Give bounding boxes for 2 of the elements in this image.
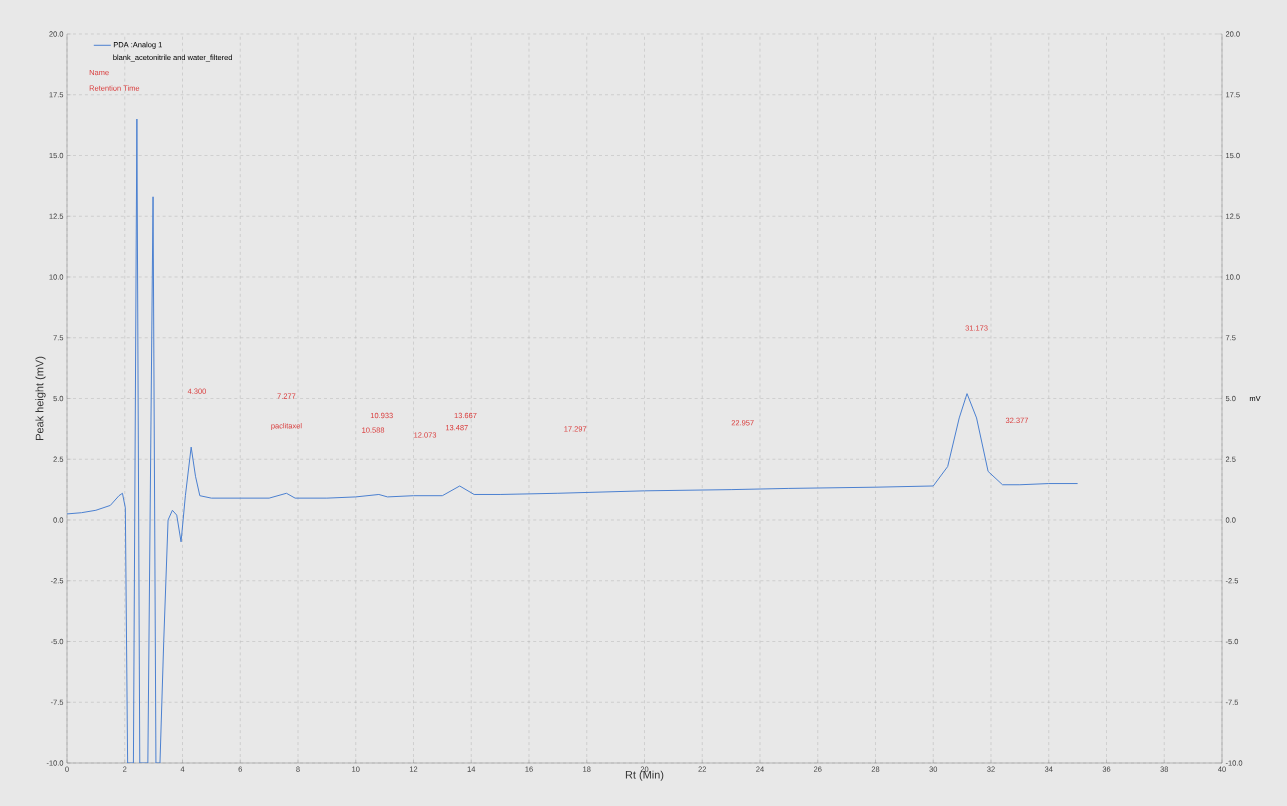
y-axis-title: Peak height (mV) xyxy=(35,356,46,440)
x-axis-title: Rt (Min) xyxy=(625,770,664,781)
